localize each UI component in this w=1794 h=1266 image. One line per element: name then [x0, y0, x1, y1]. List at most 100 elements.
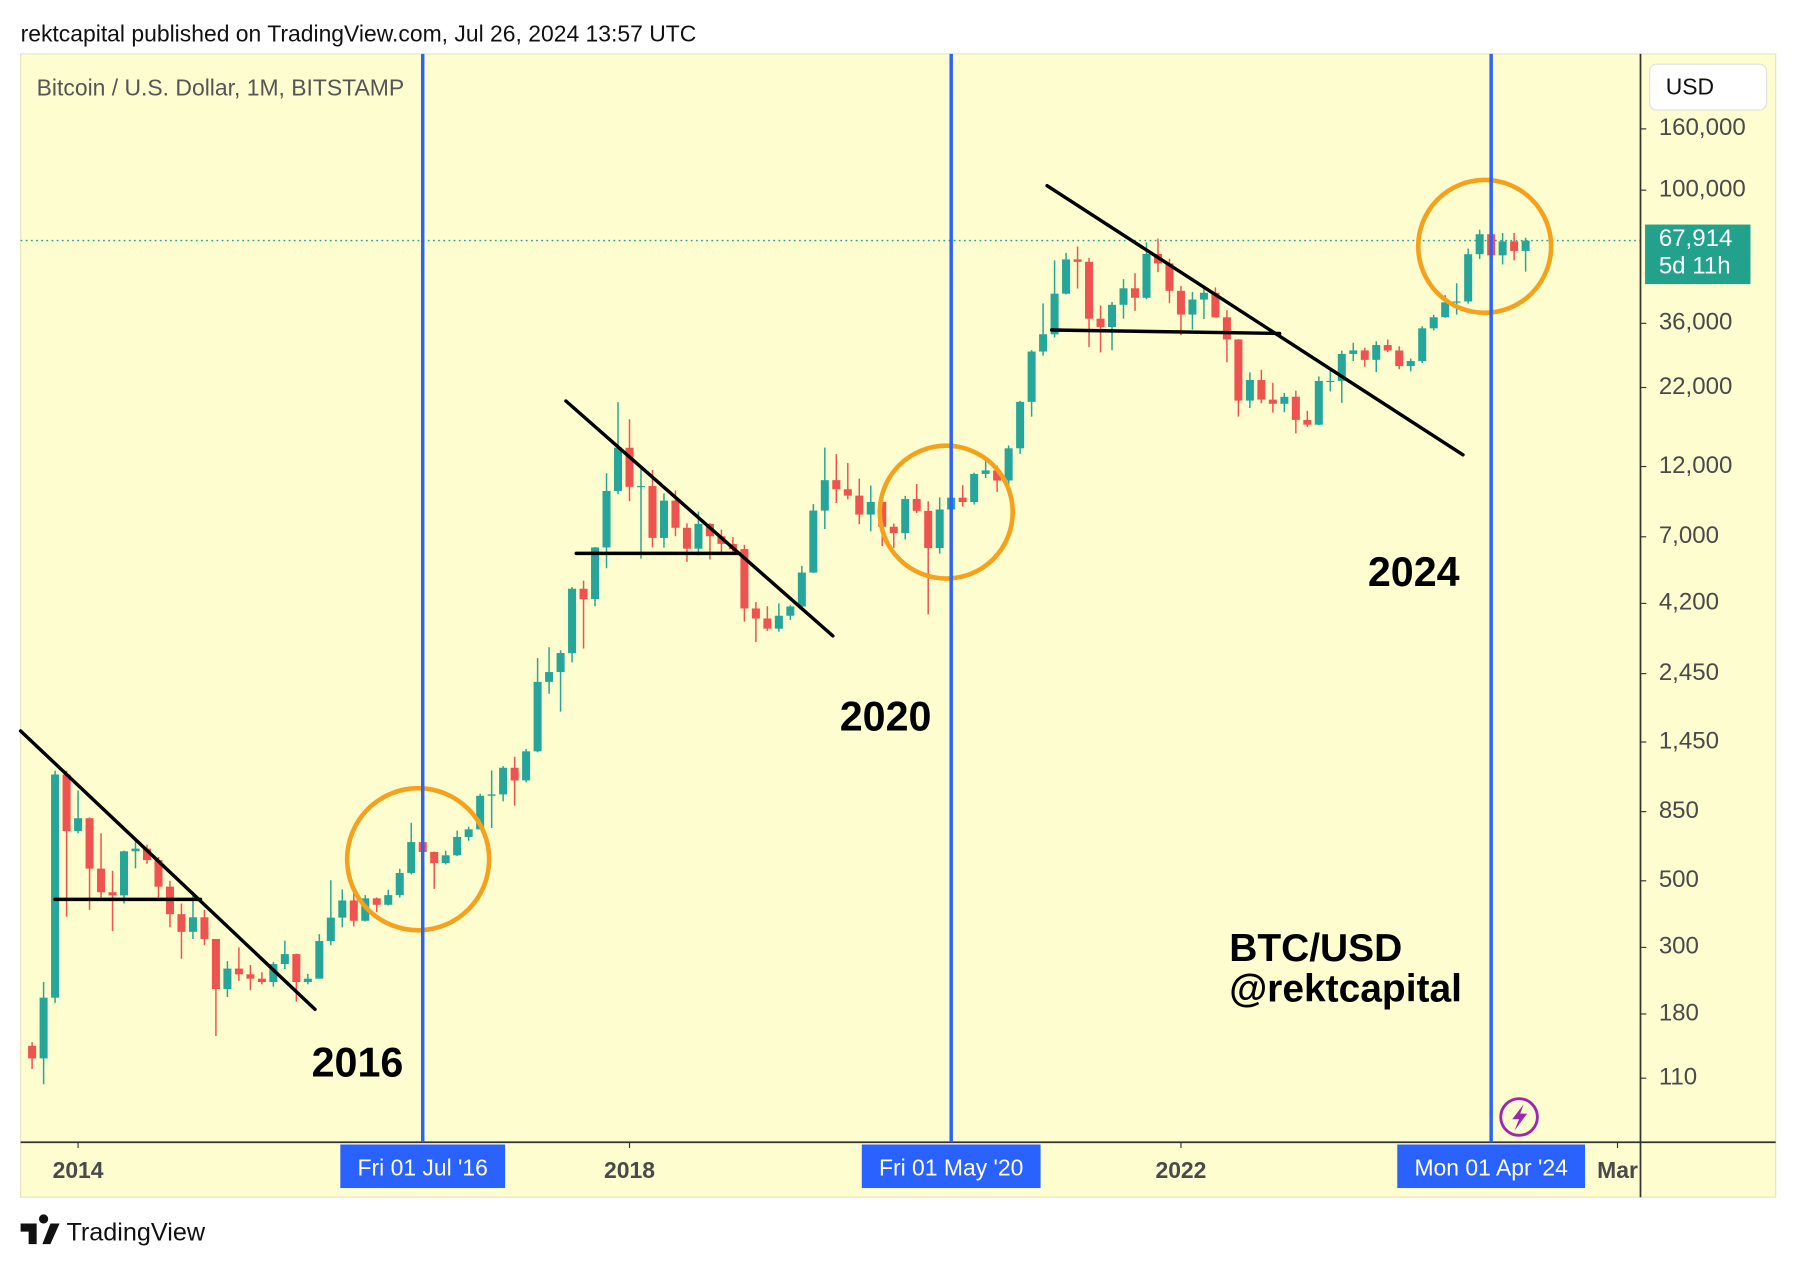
candle-body — [1073, 259, 1082, 262]
candle-body — [614, 447, 623, 491]
candle-body — [108, 892, 117, 896]
candle-body — [269, 964, 278, 983]
candle-body — [981, 470, 990, 474]
candle-body — [1429, 317, 1438, 329]
candle-body — [188, 917, 197, 932]
candle-body — [476, 795, 485, 830]
candle-body — [1464, 254, 1473, 302]
candle-body — [1383, 345, 1392, 351]
candle-body — [1142, 253, 1151, 298]
last-price-label: 67,914 — [1659, 225, 1733, 252]
candle-body — [648, 486, 657, 538]
candle-body — [62, 774, 71, 832]
candle-body — [1004, 448, 1013, 481]
candle-body — [154, 860, 163, 887]
candle-body — [499, 767, 508, 795]
candle-body — [441, 855, 450, 864]
candle-body — [487, 794, 496, 796]
candle-body — [142, 848, 152, 861]
candle-body — [453, 836, 462, 856]
candle-body — [1119, 288, 1128, 305]
x-tick-label: Mar — [1597, 1157, 1638, 1183]
trendline — [18, 729, 317, 1012]
candle-body — [556, 653, 565, 673]
lightning-icon[interactable] — [1499, 1097, 1539, 1137]
candle-body — [303, 978, 312, 983]
candle-body — [878, 501, 887, 527]
marker-label: Fri 01 Jul '16 — [358, 1155, 488, 1181]
annotation: 2016 — [312, 1039, 404, 1085]
currency[interactable]: USD — [1666, 73, 1714, 99]
candle-body — [625, 447, 634, 487]
candle-body — [889, 526, 898, 534]
candle-body — [1303, 419, 1312, 425]
candle-body — [1475, 234, 1484, 255]
candle-body — [671, 500, 680, 528]
countdown-label: 5d 11h — [1659, 252, 1731, 279]
candle-body — [1234, 339, 1243, 401]
candle-body — [338, 900, 347, 918]
candle-body — [545, 672, 554, 682]
annotation: 2020 — [840, 693, 932, 739]
candle-body — [223, 968, 232, 990]
plot-area — [20, 229, 1641, 1085]
candle-body — [326, 917, 335, 942]
candle-body — [510, 767, 519, 781]
marker-label-bg — [861, 1144, 1041, 1189]
candle-body — [1291, 396, 1300, 420]
logo — [20, 1214, 60, 1245]
candle-body — [1314, 380, 1323, 425]
support-line — [1049, 328, 1282, 336]
candle-body — [257, 978, 266, 983]
currency-button[interactable] — [1649, 63, 1768, 111]
candle-body — [1211, 292, 1220, 318]
y-tick-label: 1,450 — [1659, 727, 1719, 754]
candle-body — [993, 470, 1002, 481]
candle-body — [28, 1045, 37, 1059]
marker-label-bg — [1397, 1144, 1586, 1189]
highlight-circle — [344, 785, 492, 933]
candle-body — [533, 681, 542, 752]
marker-label: Mon 01 Apr '24 — [1414, 1155, 1568, 1181]
candle-body — [602, 490, 611, 548]
header: rektcapital published on TradingView.com… — [21, 21, 697, 47]
candle-body — [372, 898, 381, 905]
candle-body — [51, 774, 60, 998]
marker-label-bg — [340, 1144, 506, 1189]
candle-body — [591, 547, 600, 600]
candle-body — [292, 954, 301, 983]
candle-body — [131, 848, 140, 852]
candle-body — [1199, 292, 1208, 300]
chart-background — [20, 53, 1777, 1198]
candle-body — [1337, 353, 1346, 381]
candle-body — [246, 974, 255, 979]
candle-body — [407, 842, 416, 873]
candle-body — [349, 900, 358, 921]
candle-body — [924, 510, 933, 549]
y-tick-label: 500 — [1659, 866, 1699, 893]
candle-body — [120, 851, 129, 896]
candle-body — [1062, 259, 1071, 294]
candle-body — [763, 618, 772, 629]
candle-body — [912, 499, 921, 511]
trendlines — [18, 183, 1465, 1012]
candle-body — [1349, 350, 1358, 354]
candle-body — [1039, 334, 1048, 352]
candle-body — [200, 917, 209, 939]
candle-body — [522, 751, 531, 781]
candle-body — [74, 818, 83, 832]
x-tick-label: 2014 — [53, 1157, 104, 1183]
candle-body — [832, 480, 841, 490]
last-price-box — [1645, 224, 1751, 285]
candle-body — [1395, 350, 1404, 367]
candle-body — [1406, 361, 1415, 367]
candle-body — [97, 868, 106, 893]
candle-body — [1188, 299, 1197, 315]
candle-body — [797, 572, 806, 607]
candle-body — [1108, 304, 1117, 327]
candle-body — [1257, 380, 1266, 400]
candle-body — [958, 497, 967, 503]
candle-body — [1441, 302, 1450, 318]
candle-body — [1360, 350, 1369, 360]
candle-body — [866, 501, 875, 515]
